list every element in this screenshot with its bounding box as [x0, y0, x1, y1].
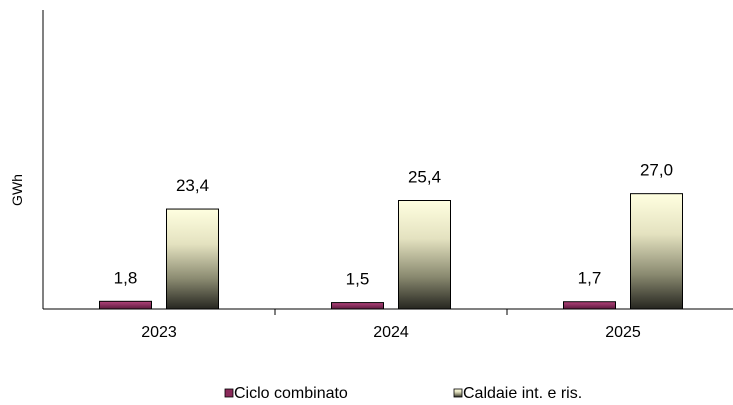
legend-label-caldaie: Caldaie int. e ris. [463, 385, 582, 402]
bar-ciclo-combinato-2023 [99, 300, 152, 310]
legend-swatch-caldaie [453, 388, 463, 398]
bar-caldaie-int-e-ris-2025 [630, 193, 683, 310]
data-label-caldaie-int-e-ris-2025: 27,0 [640, 161, 673, 180]
legend-swatch-ciclo-combinato [224, 388, 234, 398]
bar-caldaie-int-e-ris-2024 [398, 200, 451, 310]
plot-area: 2023 1,8 23,4 2024 1,5 25,4 2025 1,7 27,0 [99, 161, 683, 341]
bar-ciclo-combinato-2025 [563, 301, 616, 310]
bar-ciclo-combinato-2024 [331, 302, 384, 310]
bar-caldaie-int-e-ris-2023 [166, 208, 219, 310]
x-tick-label: 2023 [141, 324, 177, 341]
data-label-ciclo-combinato-2025: 1,7 [578, 269, 602, 288]
legend-label-ciclo-combinato: Ciclo combinato [234, 385, 348, 402]
data-label-ciclo-combinato-2024: 1,5 [346, 270, 370, 289]
data-label-ciclo-combinato-2023: 1,8 [114, 268, 138, 287]
y-axis-label: GWh [9, 174, 25, 206]
legend: Ciclo combinato Caldaie int. e ris. [224, 385, 582, 402]
x-tick-label: 2025 [605, 324, 641, 341]
data-label-caldaie-int-e-ris-2024: 25,4 [408, 168, 441, 187]
data-label-caldaie-int-e-ris-2023: 23,4 [176, 176, 209, 195]
x-tick-label: 2024 [373, 324, 409, 341]
